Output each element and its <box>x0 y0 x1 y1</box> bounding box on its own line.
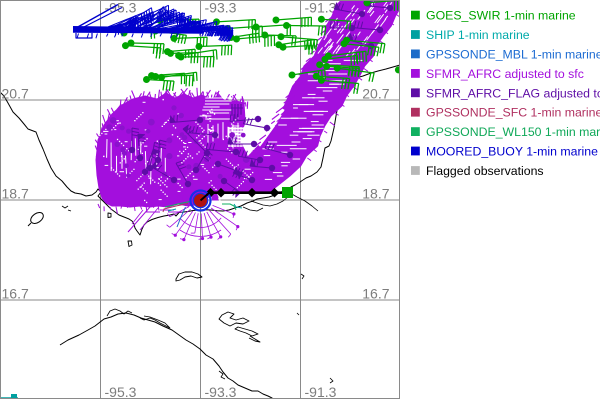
svg-text:SFMR_AFRC adjusted to sfc: SFMR_AFRC adjusted to sfc <box>426 67 584 81</box>
svg-text:GPSSONDE_SFC 1-min marine: GPSSONDE_SFC 1-min marine <box>426 106 600 120</box>
svg-text:SHIP 1-min marine: SHIP 1-min marine <box>426 28 530 42</box>
svg-text:-95.3: -95.3 <box>105 384 137 400</box>
svg-text:16.7: 16.7 <box>362 286 389 302</box>
svg-text:-91.3: -91.3 <box>305 384 337 400</box>
svg-text:18.7: 18.7 <box>2 186 29 202</box>
svg-text:GPSSONDE_MBL 1-min marine: GPSSONDE_MBL 1-min marine <box>426 47 600 61</box>
svg-text:-91.3: -91.3 <box>305 0 337 16</box>
svg-text:MOORED_BUOY 1-min marine: MOORED_BUOY 1-min marine <box>426 145 598 159</box>
svg-text:16.7: 16.7 <box>2 286 29 302</box>
svg-text:SFMR_AFRC_FLAG adjusted to: SFMR_AFRC_FLAG adjusted to <box>426 86 600 100</box>
svg-text:-93.3: -93.3 <box>205 0 237 16</box>
svg-text:Flagged observations: Flagged observations <box>426 164 544 178</box>
svg-text:18.7: 18.7 <box>362 186 389 202</box>
svg-text:20.7: 20.7 <box>362 86 389 102</box>
svg-text:20.7: 20.7 <box>2 86 29 102</box>
svg-text:GOES_SWIR 1-min marine: GOES_SWIR 1-min marine <box>426 9 576 23</box>
svg-text:-93.3: -93.3 <box>205 384 237 400</box>
svg-text:GPSSONDE_WL150 1-min marin: GPSSONDE_WL150 1-min marin <box>426 125 600 139</box>
